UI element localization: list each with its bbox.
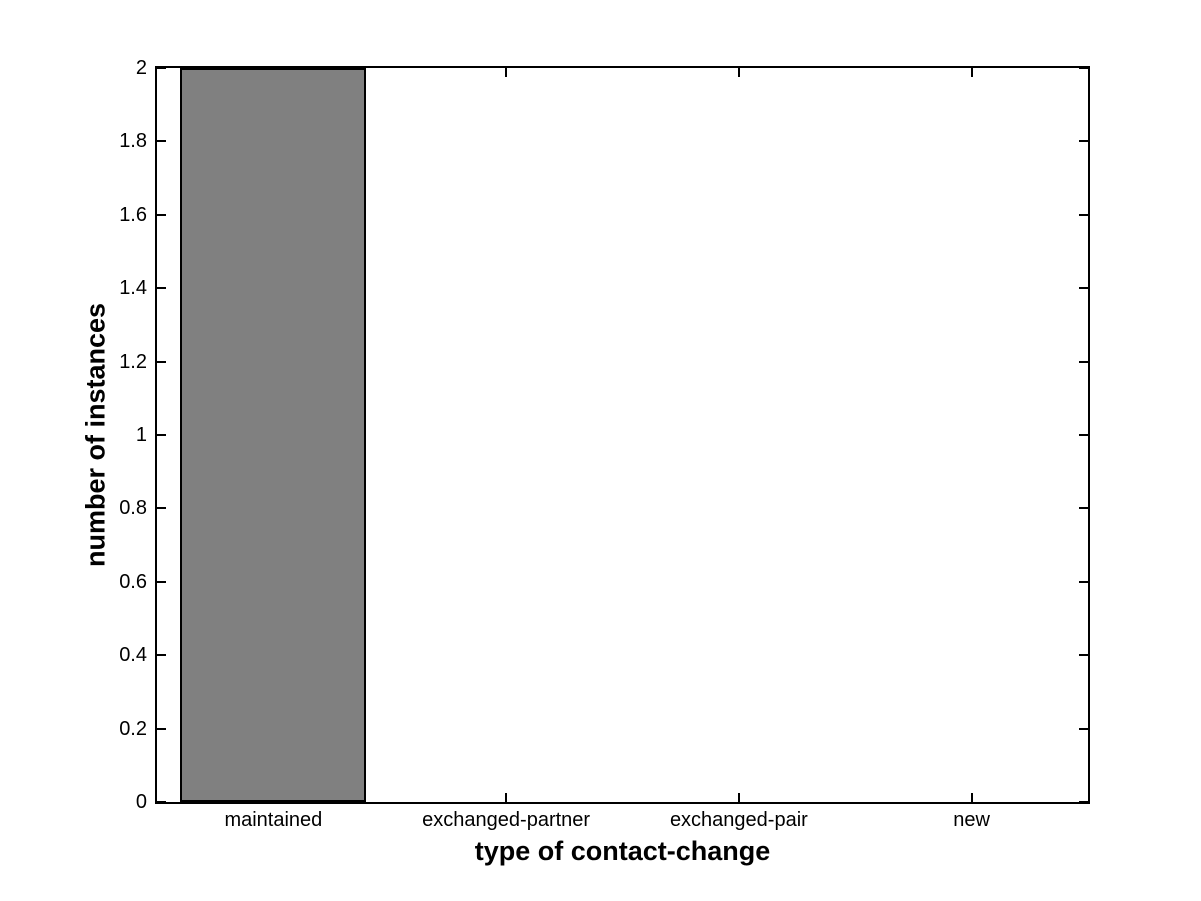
y-tick-mark-right xyxy=(1079,67,1088,69)
plot-area xyxy=(155,66,1090,804)
y-tick-label: 0.8 xyxy=(119,497,147,520)
x-axis-label: type of contact-change xyxy=(474,836,771,866)
y-tick-label: 2 xyxy=(135,57,147,79)
y-tick-mark-left xyxy=(157,140,166,143)
y-tick-mark-left xyxy=(157,360,166,363)
y-tick-mark-right xyxy=(1079,434,1088,436)
y-tick-mark-left xyxy=(157,580,166,583)
y-tick-label: 0.2 xyxy=(119,717,147,740)
y-tick-label: 0.6 xyxy=(119,570,147,593)
y-tick-mark-right xyxy=(1079,360,1088,363)
y-tick-mark-right xyxy=(1079,654,1088,657)
y-tick-mark-left xyxy=(157,507,166,510)
y-tick-mark-right xyxy=(1079,287,1088,290)
y-tick-mark-left xyxy=(157,727,166,730)
x-tick-mark-bottom xyxy=(737,793,740,802)
y-tick-label: 0 xyxy=(135,791,147,813)
x-tick-mark-top xyxy=(737,68,740,77)
x-tick-mark-bottom xyxy=(970,793,973,802)
y-tick-mark-left xyxy=(157,213,166,216)
y-tick-label: 1.6 xyxy=(119,203,147,226)
y-tick-mark-right xyxy=(1079,727,1088,730)
y-tick-mark-left xyxy=(157,654,166,657)
y-tick-label: 1.2 xyxy=(119,350,147,373)
y-tick-mark-left xyxy=(157,287,166,290)
y-tick-mark-right xyxy=(1079,801,1088,803)
y-tick-mark-left xyxy=(157,434,166,436)
y-tick-label: 0.4 xyxy=(119,644,147,667)
y-tick-label: 1.4 xyxy=(119,277,147,300)
y-tick-mark-right xyxy=(1079,507,1088,510)
y-tick-mark-left xyxy=(157,67,166,69)
y-tick-mark-right xyxy=(1079,140,1088,143)
y-tick-label: 1 xyxy=(135,424,147,446)
y-tick-mark-right xyxy=(1079,213,1088,216)
x-tick-label-exchanged-partner: exchanged-partner xyxy=(422,809,591,831)
x-tick-mark-top xyxy=(970,68,973,77)
y-tick-label: 1.8 xyxy=(119,130,147,153)
x-tick-label-new: new xyxy=(953,809,990,831)
x-tick-mark-top xyxy=(505,68,508,77)
bar-maintained xyxy=(180,68,367,802)
x-tick-label-maintained: maintained xyxy=(224,809,323,831)
y-tick-mark-right xyxy=(1079,580,1088,583)
x-tick-label-exchanged-pair: exchanged-pair xyxy=(669,809,808,831)
y-tick-mark-left xyxy=(157,801,166,803)
x-tick-mark-bottom xyxy=(505,793,508,802)
